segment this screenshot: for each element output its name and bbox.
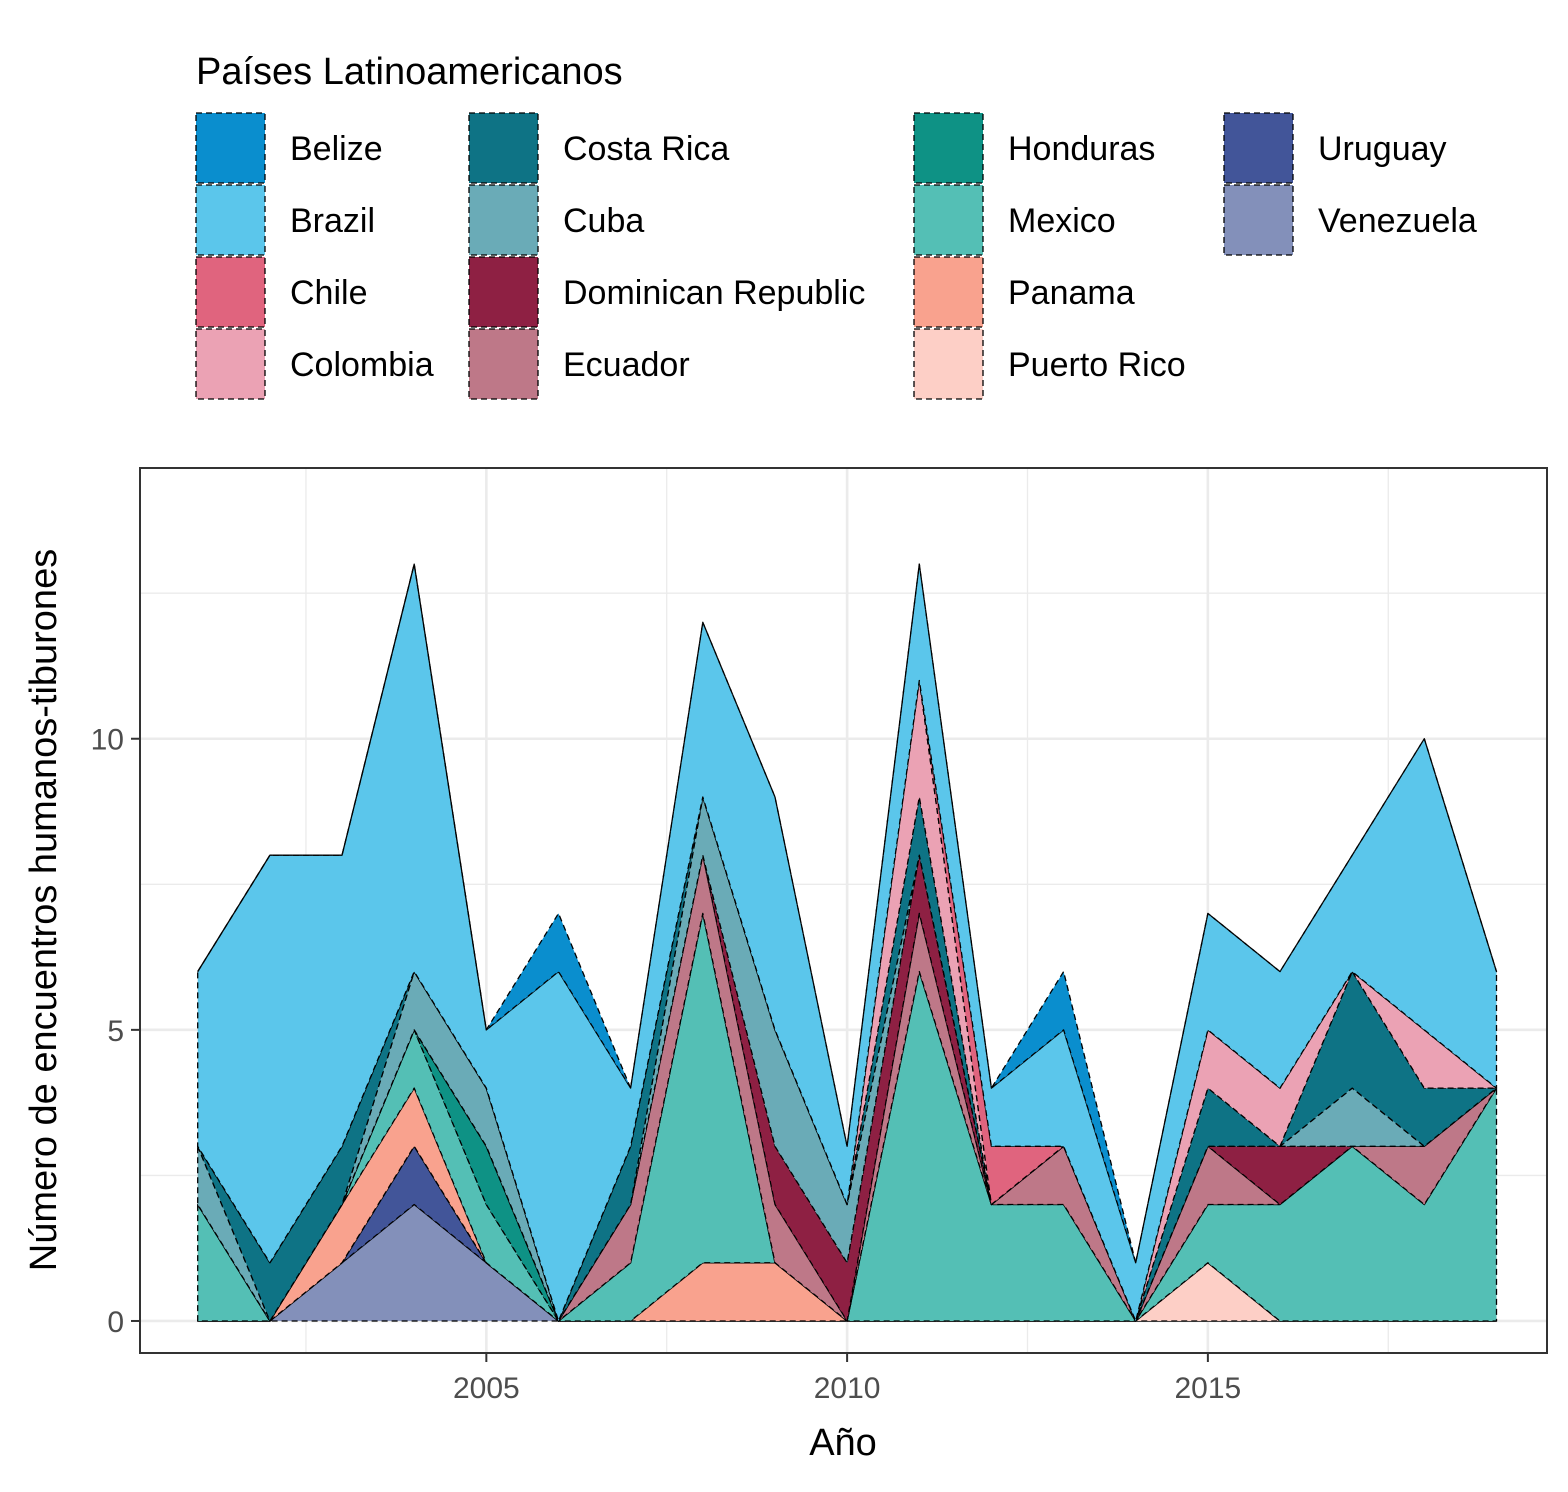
legend-item-panama: Panama <box>913 256 1135 328</box>
legend-label: Dominican Republic <box>563 274 865 312</box>
legend-item-costa-rica: Costa Rica <box>468 112 729 184</box>
legend-swatch <box>468 256 539 328</box>
legend-swatch <box>913 112 984 184</box>
legend-label: Brazil <box>290 202 375 240</box>
y-tick-label: 0 <box>107 1306 124 1339</box>
legend-swatch <box>1223 184 1294 256</box>
legend-label: Cuba <box>563 202 644 240</box>
legend-item-puerto-rico: Puerto Rico <box>913 328 1186 400</box>
legend-item-uruguay: Uruguay <box>1223 112 1447 184</box>
legend-swatch <box>1223 112 1294 184</box>
legend-label: Ecuador <box>563 346 690 384</box>
legend-label: Belize <box>290 130 383 168</box>
y-tick-label: 5 <box>107 1015 124 1048</box>
area-brazil <box>197 563 1498 1322</box>
legend-item-venezuela: Venezuela <box>1223 184 1477 256</box>
legend-swatch <box>468 184 539 256</box>
legend-item-mexico: Mexico <box>913 184 1116 256</box>
legend-swatch <box>195 184 266 256</box>
legend-swatch <box>468 328 539 400</box>
legend-swatch <box>913 256 984 328</box>
legend-label: Venezuela <box>1318 202 1477 240</box>
legend-item-belize: Belize <box>195 112 383 184</box>
area-belize <box>197 563 1498 1264</box>
legend-label: Panama <box>1008 274 1135 312</box>
legend-label: Mexico <box>1008 202 1116 240</box>
legend-title: Países Latinoamericanos <box>196 51 623 93</box>
legend-swatch <box>195 328 266 400</box>
plot-panel-border <box>139 467 1548 1354</box>
legend-item-chile: Chile <box>195 256 367 328</box>
legend-label: Costa Rica <box>563 130 729 168</box>
legend-item-honduras: Honduras <box>913 112 1155 184</box>
legend-swatch <box>913 328 984 400</box>
x-axis-title: Año <box>809 1422 877 1464</box>
legend-label: Puerto Rico <box>1008 346 1186 384</box>
legend-item-dominican-republic: Dominican Republic <box>468 256 865 328</box>
legend-item-colombia: Colombia <box>195 328 434 400</box>
legend-swatch <box>195 112 266 184</box>
legend-label: Honduras <box>1008 130 1155 168</box>
legend-swatch <box>195 256 266 328</box>
x-tick-label: 2010 <box>814 1372 881 1405</box>
legend-swatch <box>468 112 539 184</box>
legend-swatch <box>913 184 984 256</box>
y-axis-title: Número de encuentros humanos-tiburones <box>23 549 65 1271</box>
legend: Países Latinoamericanos Belize Brazil Chil… <box>195 51 1477 400</box>
legend-label: Uruguay <box>1318 130 1447 168</box>
x-tick-label: 2015 <box>1175 1372 1242 1405</box>
x-tick-label: 2005 <box>453 1372 520 1405</box>
legend-label: Chile <box>290 274 367 312</box>
y-tick-label: 10 <box>91 724 124 757</box>
legend-item-cuba: Cuba <box>468 184 644 256</box>
legend-item-brazil: Brazil <box>195 184 375 256</box>
legend-item-ecuador: Ecuador <box>468 328 690 400</box>
legend-label: Colombia <box>290 346 434 384</box>
